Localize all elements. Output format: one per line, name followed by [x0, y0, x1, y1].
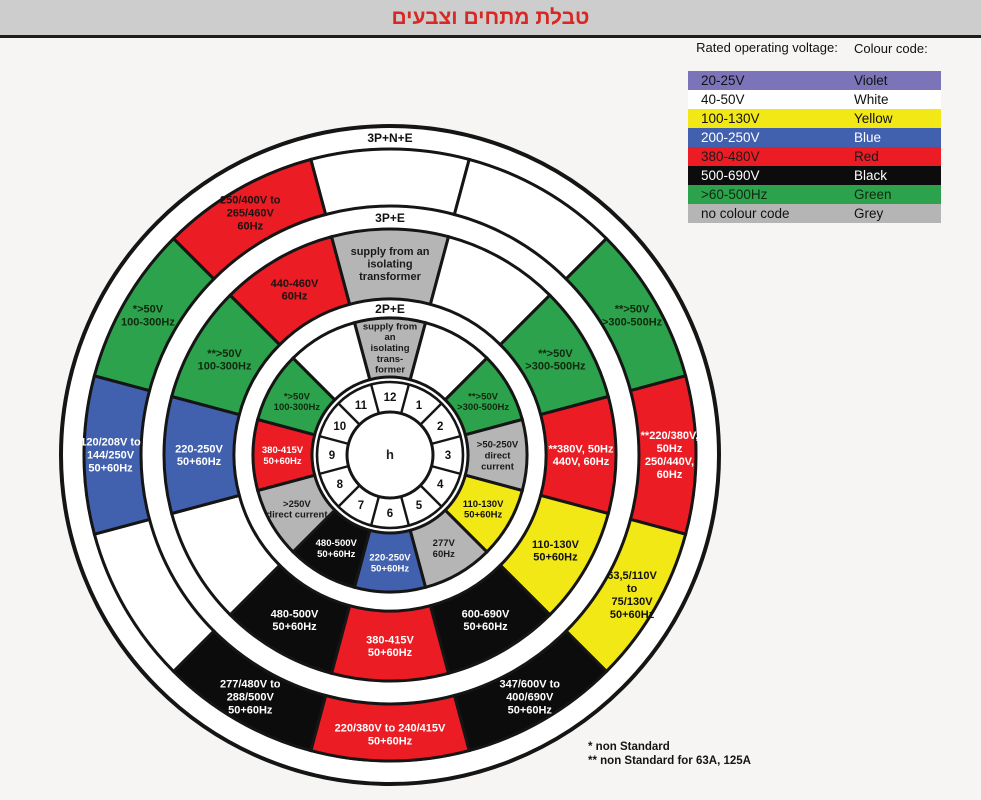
footnotes: * non Standard ** non Standard for 63A, … — [588, 741, 751, 768]
legend-header-colour: Colour code: — [854, 41, 928, 56]
number-ring-divider — [369, 384, 381, 414]
sector-outer-6-label: 220/380V to 240/415V 50+60Hz — [335, 723, 446, 748]
sector-middle-11 — [228, 234, 352, 347]
sector-middle-3-label: **380V, 50Hz 440V, 60Hz — [548, 443, 614, 468]
clock-number-6: 6 — [387, 508, 393, 520]
clock-number-9: 9 — [329, 450, 335, 462]
clock-number-2: 2 — [437, 421, 443, 433]
legend-colour-name: Blue — [854, 130, 882, 145]
legend-voltage: no colour code — [701, 206, 790, 221]
sector-outer-9-label: 120/208V to 144/250V 50+60Hz — [80, 437, 141, 475]
sector-inner-5-label: 277V 60Hz — [433, 538, 456, 560]
sector-inner-2-label: **>50V >300-500Hz — [457, 391, 509, 413]
sector-outer-10-label: *>50V 100-300Hz — [121, 303, 175, 328]
clock-number-1: 1 — [416, 400, 423, 412]
legend-row-green: >60-500Hz Green — [688, 185, 941, 204]
clock-number-11: 11 — [355, 400, 368, 412]
sector-inner-9-label: 380-415V 50+60Hz — [262, 445, 304, 467]
legend-header-voltage: Rated operating voltage: — [696, 40, 838, 55]
title-bar: טבלת מתחים וצבעים — [0, 0, 981, 38]
sector-outer-11 — [171, 157, 328, 282]
legend-colour-name: Green — [854, 187, 892, 202]
legend-row-violet: 20-25V Violet — [688, 71, 941, 90]
sector-outer-11-label: 250/400V to 265/460V 60Hz — [220, 194, 281, 232]
number-ring-divider — [399, 496, 411, 526]
sector-middle-10-label: **>50V 100-300Hz — [198, 348, 252, 373]
sector-middle-11-label: 440-460V 60Hz — [271, 278, 319, 303]
sector-inner-10-label: *>50V 100-300Hz — [274, 391, 321, 413]
legend-row-blue: 200-250V Blue — [688, 128, 941, 147]
legend-voltage: 200-250V — [701, 130, 760, 145]
clock-number-5: 5 — [416, 500, 423, 512]
ring-label-2p-e: 2P+E — [375, 302, 405, 316]
ring-label-3p-n-e: 3P+N+E — [367, 131, 412, 145]
sector-middle-2-label: **>50V >300-500Hz — [525, 348, 586, 373]
legend-row-red: 380-480V Red — [688, 147, 941, 166]
number-ring-divider — [431, 464, 461, 476]
sector-inner-12-label: supply from an isolating trans-former — [363, 321, 417, 375]
sector-middle-9-label: 220-250V 50+60Hz — [175, 443, 223, 468]
sector-inner-7-label: 480-500V 50+60Hz — [316, 538, 358, 560]
legend-header: Rated operating voltage: Colour code: — [688, 41, 941, 71]
legend-row-white: 40-50V White — [688, 90, 941, 109]
sector-outer-3 — [628, 373, 698, 537]
sector-middle-7-label: 480-500V 50+60Hz — [271, 609, 319, 634]
legend-colour-name: White — [854, 92, 889, 107]
clock-number-3: 3 — [445, 450, 451, 462]
number-ring-divider — [337, 402, 361, 426]
clock-number-12: 12 — [384, 392, 397, 404]
number-ring-divider — [419, 484, 443, 508]
sector-outer-5-label: 347/600V to 400/690V 50+60Hz — [499, 679, 560, 717]
sector-outer-3-label: **220/380V, 50Hz 250/440V, 60Hz — [641, 430, 699, 481]
legend-voltage: >60-500Hz — [701, 187, 768, 202]
legend-colour-name: Black — [854, 168, 888, 183]
legend-colour-name: Grey — [854, 206, 884, 221]
ring-label-3p-e: 3P+E — [375, 211, 405, 225]
sector-middle-4-label: 110-130V 50+60Hz — [532, 539, 580, 564]
clock-number-7: 7 — [358, 500, 364, 512]
number-ring-divider — [319, 434, 349, 446]
clock-number-4: 4 — [437, 479, 444, 491]
number-ring-divider — [431, 434, 461, 446]
legend-colour-name: Red — [854, 149, 879, 164]
sector-outer-2-label: **>50V >300-500Hz — [602, 303, 663, 328]
hub-circle — [345, 410, 435, 500]
sector-inner-6-label: 220-250V 50+60Hz — [369, 553, 411, 575]
legend-row-black: 500-690V Black — [688, 166, 941, 185]
number-ring-divider — [369, 496, 381, 526]
legend-rows: 20-25V Violet 40-50V White 100-130V Yellow 200… — [688, 71, 941, 223]
legend-voltage: 100-130V — [701, 111, 760, 126]
number-ring-divider — [419, 402, 443, 426]
sector-inner-11 — [290, 320, 372, 402]
legend-colour-name: Yellow — [854, 111, 893, 126]
page-title: טבלת מתחים וצבעים — [391, 5, 590, 29]
footnote-double-asterisk: ** non Standard for 63A, 125A — [588, 754, 751, 767]
sector-inner-3-label: >50-250V direct current — [477, 440, 519, 473]
legend-colour-name: Violet — [854, 73, 888, 88]
footnote-single-asterisk: * non Standard — [588, 741, 670, 753]
hub-label: h — [386, 447, 394, 462]
sector-inner-8-label: >250V direct current — [266, 499, 328, 521]
legend-row-yellow: 100-130V Yellow — [688, 109, 941, 128]
colour-code-legend: Rated operating voltage: Colour code: 20… — [688, 41, 941, 223]
legend-row-grey: no colour code Grey — [688, 204, 941, 223]
sector-outer-4-label: 63,5/110V to 75/130V 50+60Hz — [607, 570, 657, 621]
sector-outer-12 — [308, 147, 472, 217]
sector-outer-7-label: 277/480V to 288/500V 50+60Hz — [220, 679, 281, 717]
legend-voltage: 20-25V — [701, 73, 745, 88]
sector-middle-5-label: 600-690V 50+60Hz — [462, 609, 510, 634]
legend-voltage: 380-480V — [701, 149, 760, 164]
clock-number-8: 8 — [337, 479, 344, 491]
number-ring-divider — [399, 384, 411, 414]
legend-voltage: 40-50V — [701, 92, 745, 107]
sector-middle-6-label: 380-415V 50+60Hz — [366, 634, 414, 659]
clock-number-10: 10 — [333, 421, 346, 433]
number-ring-divider — [337, 484, 361, 508]
number-ring-divider — [319, 464, 349, 476]
legend-voltage: 500-690V — [701, 168, 760, 183]
sector-inner-4-label: 110-130V 50+60Hz — [463, 499, 504, 521]
sector-middle-12-label: supply from an isolating transformer — [351, 246, 430, 283]
